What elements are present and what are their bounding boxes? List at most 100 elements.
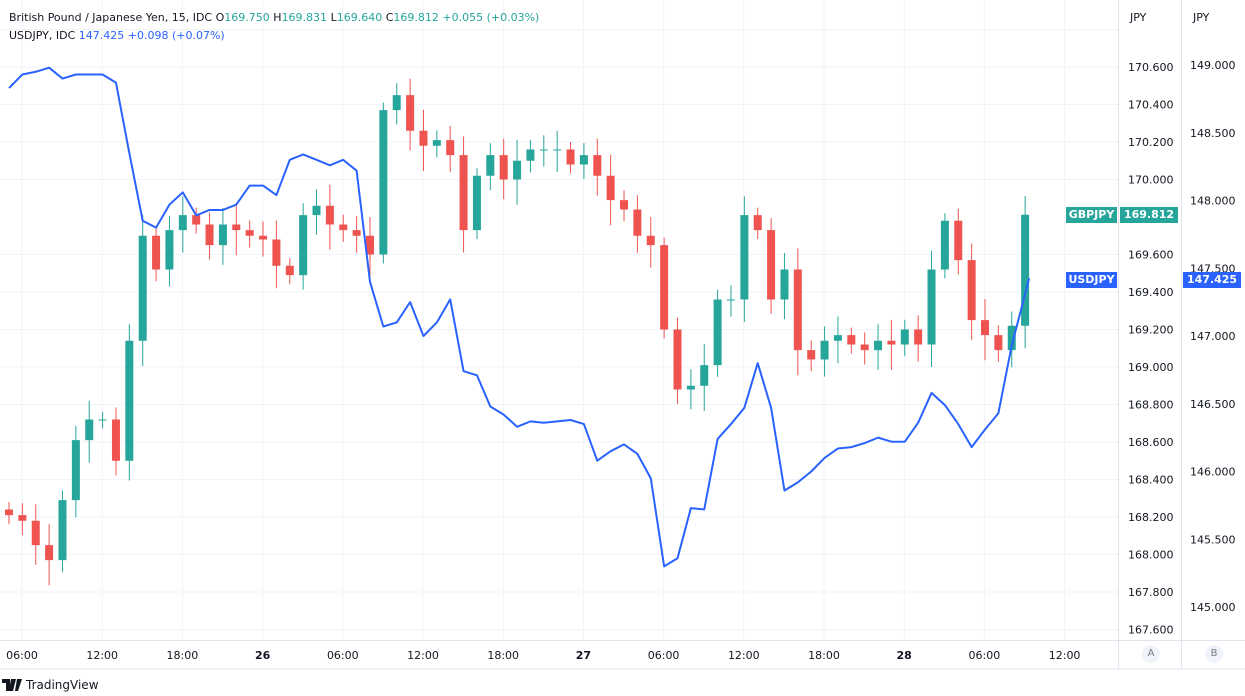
usdjpy-series-tag: USDJPY xyxy=(1066,272,1117,288)
candle-down xyxy=(981,320,990,336)
candle-up xyxy=(740,215,749,300)
candle-down xyxy=(245,230,254,236)
candle-up xyxy=(58,500,67,561)
candle-up xyxy=(900,329,909,345)
candle-down xyxy=(365,235,374,255)
axis-a-tick-label: 169.200 xyxy=(1128,324,1174,337)
candle-up xyxy=(312,205,321,216)
open-value: 169.750 xyxy=(224,11,270,24)
candle-down xyxy=(767,230,776,300)
candle-up xyxy=(486,155,495,176)
candle-up xyxy=(125,340,134,461)
candle-down xyxy=(406,95,415,131)
candle-down xyxy=(111,419,120,461)
candle-down xyxy=(192,215,201,225)
time-tick-label: 27 xyxy=(576,649,591,662)
compare-series-legend: USDJPY, IDC 147.425 +0.098 (+0.07%) xyxy=(9,29,225,42)
time-tick-label: 18:00 xyxy=(487,649,519,662)
candle-up xyxy=(218,224,227,246)
axis-b-button[interactable]: B xyxy=(1205,645,1223,663)
time-tick-label: 06:00 xyxy=(648,649,680,662)
candle-down xyxy=(325,205,334,225)
candle-up xyxy=(1021,214,1030,326)
axis-b-border xyxy=(1181,0,1182,668)
candle-up xyxy=(71,440,80,501)
candle-down xyxy=(887,340,896,345)
gbpjpy-series-tag: GBPJPY xyxy=(1066,207,1117,223)
time-tick-label: 06:00 xyxy=(969,649,1001,662)
candle-up xyxy=(379,110,388,255)
candle-down xyxy=(285,265,294,276)
candle-down xyxy=(914,329,923,345)
candle-up xyxy=(526,149,535,161)
candle-down xyxy=(967,260,976,321)
candle-up xyxy=(513,160,522,180)
axis-a-tick-label: 167.800 xyxy=(1128,586,1174,599)
axis-a-unit: JPY xyxy=(1129,11,1147,24)
axis-a-tick-label: 170.400 xyxy=(1128,99,1174,112)
price-axis-a[interactable]: 170.600 170.400 170.200 170.000 169.600 169.4… xyxy=(1119,0,1181,637)
time-tick-label: 18:00 xyxy=(167,649,199,662)
candle-down xyxy=(152,235,161,270)
axis-b-tick-label: 145.000 xyxy=(1190,601,1236,614)
close-label: C xyxy=(385,11,394,24)
candle-down xyxy=(499,155,508,180)
time-tick-label: 12:00 xyxy=(1049,649,1081,662)
axis-a-tick-label: 170.600 xyxy=(1128,61,1174,74)
axis-b-tick-label: 146.000 xyxy=(1190,466,1236,479)
usdjpy-line-path xyxy=(8,66,1031,568)
gbpjpy-candles xyxy=(5,78,1030,586)
tradingview-logo[interactable]: TradingView xyxy=(2,678,99,692)
brand-name: TradingView xyxy=(26,678,99,692)
axis-a-tick-label: 170.000 xyxy=(1128,174,1174,187)
candle-down xyxy=(620,200,629,210)
price-axis-b[interactable]: JPY149.000148.500148.000147.500147.00014… xyxy=(1190,11,1236,614)
time-tick-label: 26 xyxy=(255,649,271,662)
candle-down xyxy=(419,130,428,146)
axis-b-unit: JPY xyxy=(1192,11,1210,24)
axis-a-tick-label: 168.600 xyxy=(1128,436,1174,449)
open-label: O xyxy=(215,11,225,24)
axis-b-tick-label: 148.000 xyxy=(1190,195,1236,208)
candle-down xyxy=(459,155,468,231)
axis-b-tick-label: 145.500 xyxy=(1190,533,1236,546)
main-series-title: British Pound / Japanese Yen, 15, IDC xyxy=(9,11,213,24)
candle-down xyxy=(847,335,856,345)
axis-a-button[interactable]: A xyxy=(1142,645,1160,663)
time-tick-label: 28 xyxy=(897,649,912,662)
candle-up xyxy=(579,155,588,165)
axis-b-tick-label: 149.000 xyxy=(1190,59,1236,72)
candle-up xyxy=(85,419,94,441)
candle-up xyxy=(940,220,949,270)
low-value: 169.640 xyxy=(336,11,383,24)
candle-down xyxy=(31,520,40,546)
candle-up xyxy=(299,215,308,276)
candle-down xyxy=(994,335,1003,351)
candle-down xyxy=(272,239,281,266)
candle-down xyxy=(606,175,615,201)
time-tick-label: 18:00 xyxy=(808,649,840,662)
candle-down xyxy=(673,329,682,390)
candle-down xyxy=(45,545,54,561)
gbpjpy-last-price-tag: 169.812 xyxy=(1120,207,1178,223)
candle-up xyxy=(138,235,147,341)
axis-a-tick-label: 169.400 xyxy=(1128,286,1174,299)
candle-down xyxy=(807,350,816,360)
time-tick-label: 12:00 xyxy=(407,649,439,662)
time-tick-label: 06:00 xyxy=(327,649,359,662)
candle-up xyxy=(178,215,187,231)
low-label: L xyxy=(330,11,337,24)
candle-down xyxy=(566,149,575,165)
candle-up xyxy=(927,269,936,345)
candle-down xyxy=(259,235,268,240)
time-axis[interactable]: 06:00 12:00 18:00 26 06:00 12:00 18:00 27 06:00 1… xyxy=(6,649,1080,662)
candle-up xyxy=(1007,325,1016,351)
compare-value: 147.425 xyxy=(78,29,125,42)
grid xyxy=(0,0,1118,640)
compare-series-title: USDJPY, IDC xyxy=(9,29,76,42)
high-value: 169.831 xyxy=(281,11,328,24)
candle-down xyxy=(954,220,963,261)
candle-up xyxy=(726,299,735,301)
candle-up xyxy=(472,175,481,231)
